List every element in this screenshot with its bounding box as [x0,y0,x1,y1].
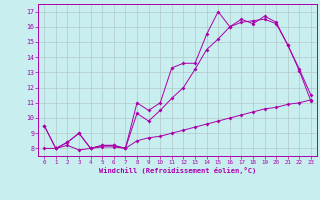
X-axis label: Windchill (Refroidissement éolien,°C): Windchill (Refroidissement éolien,°C) [99,167,256,174]
